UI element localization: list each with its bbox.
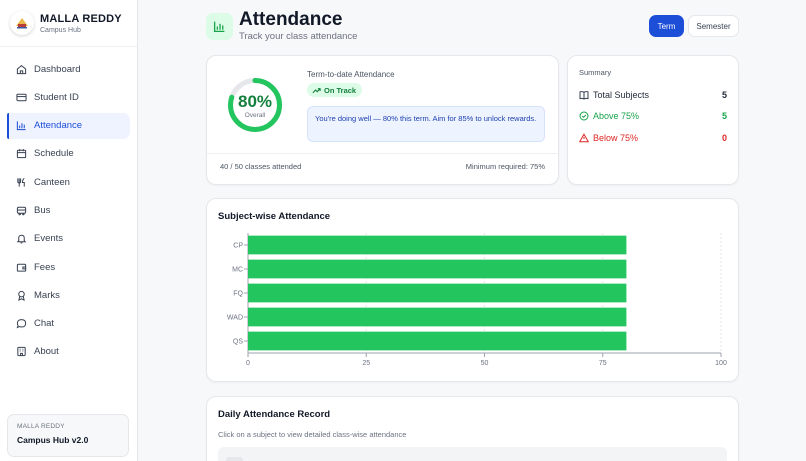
bar-qs [248, 331, 627, 351]
bar-chart-icon [16, 121, 26, 131]
sidebar-item-about[interactable]: About [7, 339, 130, 365]
sidebar-item-attendance[interactable]: Attendance [7, 112, 130, 139]
summary-row-above: Above 75% 5 [579, 109, 727, 123]
daily-record-card: Daily Attendance Record Click on a subje… [206, 396, 739, 461]
x-tick-label: 0 [246, 360, 250, 367]
bar-fq [248, 283, 627, 303]
status-badge: On Track [307, 83, 363, 97]
sidebar-item-bus[interactable]: Bus [7, 197, 130, 223]
attendance-header-icon [206, 13, 233, 40]
sidebar-item-label: Dashboard [34, 63, 81, 75]
term-to-date-label: Term-to-date Attendance [307, 70, 395, 79]
overall-percent: 80% [237, 92, 273, 111]
overview-divider [207, 153, 558, 154]
sidebar-item-events[interactable]: Events [7, 226, 130, 252]
bar-cp [248, 235, 627, 255]
check-circle-icon [579, 111, 589, 121]
bar-mc [248, 259, 627, 279]
chart-title: Subject-wise Attendance [218, 211, 331, 222]
college-logo-icon [10, 11, 34, 35]
id-card-icon [16, 93, 27, 102]
wallet-icon [16, 263, 27, 272]
progress-message: You're doing well — 80% this term. Aim f… [307, 106, 545, 142]
bell-icon [16, 235, 27, 244]
brand-subtitle: Campus Hub [40, 26, 81, 34]
sidebar-item-label: Events [34, 233, 64, 245]
sidebar-item-label: Marks [34, 289, 60, 301]
summary-label: Above 75% [593, 111, 640, 121]
x-tick-label: 100 [715, 360, 727, 367]
y-tick-label: MC [232, 267, 243, 274]
summary-label: Total Subjects [593, 90, 650, 100]
sidebar-item-label: Schedule [34, 148, 74, 160]
sidebar-item-canteen[interactable]: Canteen [7, 169, 130, 195]
version-card: MALLA REDDY Campus Hub v2.0 [7, 414, 129, 457]
summary-value: 5 [721, 111, 727, 121]
brand[interactable]: MALLA REDDY Campus Hub [0, 0, 137, 47]
summary-row-below: Below 75% 0 [579, 131, 727, 145]
x-tick-label: 25 [362, 360, 370, 367]
sidebar-item-marks[interactable]: Marks [7, 282, 130, 308]
x-tick-label: 50 [481, 360, 489, 367]
utensils-icon [17, 177, 25, 187]
ring-progress [228, 78, 282, 132]
sidebar-item-label: Attendance [34, 120, 83, 132]
y-tick-label: CP [233, 243, 243, 250]
version-org: MALLA REDDY [17, 423, 65, 430]
subject-attendance-chart: 0 25 50 75 100 CP MC FQ WAD QS [227, 233, 727, 367]
building-icon [17, 347, 26, 357]
summary-value: 5 [721, 90, 727, 100]
trending-up-icon [312, 87, 321, 93]
brand-title: MALLA REDDY [40, 12, 122, 25]
tab-term[interactable]: Term [649, 15, 684, 37]
x-tick-label: 75 [599, 360, 607, 367]
sidebar-item-label: About [34, 346, 59, 358]
award-icon [18, 290, 25, 301]
bar-wad [248, 307, 627, 327]
sidebar: MALLA REDDY Campus Hub Dashboard Student… [0, 0, 138, 461]
summary-title: Summary [579, 68, 612, 77]
calendar-icon [16, 149, 27, 159]
version-label: Campus Hub v2.0 [17, 435, 89, 445]
summary-row-total: Total Subjects 5 [579, 88, 727, 102]
status-text: On Track [324, 85, 357, 95]
y-tick-label: QS [233, 339, 243, 346]
daily-title: Daily Attendance Record [218, 409, 331, 420]
book-icon [579, 91, 589, 100]
bus-icon [16, 206, 27, 216]
sidebar-item-fees[interactable]: Fees [7, 254, 130, 280]
minimum-required: Minimum required: 75% [465, 162, 545, 171]
overall-label: Overall [244, 112, 266, 119]
sidebar-item-label: Fees [34, 261, 56, 273]
tab-semester[interactable]: Semester [688, 15, 739, 37]
subject-chip [226, 457, 243, 461]
sidebar-item-label: Student ID [34, 91, 79, 103]
summary-card: Summary Total Subjects 5 Above 75% 5 Bel… [567, 55, 739, 185]
overview-card: 80% Overall Term-to-date Attendance On T… [206, 55, 559, 185]
sidebar-nav: Dashboard Student ID Attendance Schedule… [0, 47, 137, 365]
y-tick-label: WAD [227, 315, 243, 322]
list-item[interactable] [218, 447, 727, 461]
summary-label: Below 75% [593, 133, 639, 143]
page-subtitle: Track your class attendance [239, 31, 358, 42]
sidebar-item-dashboard[interactable]: Dashboard [7, 56, 130, 82]
chat-icon [16, 319, 27, 329]
attendance-ring [228, 78, 282, 132]
sidebar-item-chat[interactable]: Chat [7, 311, 130, 337]
sidebar-item-label: Canteen [34, 176, 70, 188]
summary-value: 0 [721, 133, 727, 143]
alert-triangle-icon [579, 133, 589, 143]
y-tick-label: FQ [233, 291, 243, 298]
sidebar-item-label: Chat [34, 318, 55, 330]
sidebar-item-label: Bus [34, 204, 51, 216]
daily-subtitle: Click on a subject to view detailed clas… [218, 430, 407, 439]
page-title: Attendance [239, 9, 343, 30]
classes-attended: 40 / 50 classes attended [220, 162, 302, 171]
subject-chart-card: Subject-wise Attendance 0 25 50 75 100 CP MC FQ… [206, 198, 739, 382]
home-icon [16, 64, 27, 74]
sidebar-item-schedule[interactable]: Schedule [7, 141, 130, 167]
sidebar-item-student-id[interactable]: Student ID [7, 84, 130, 110]
